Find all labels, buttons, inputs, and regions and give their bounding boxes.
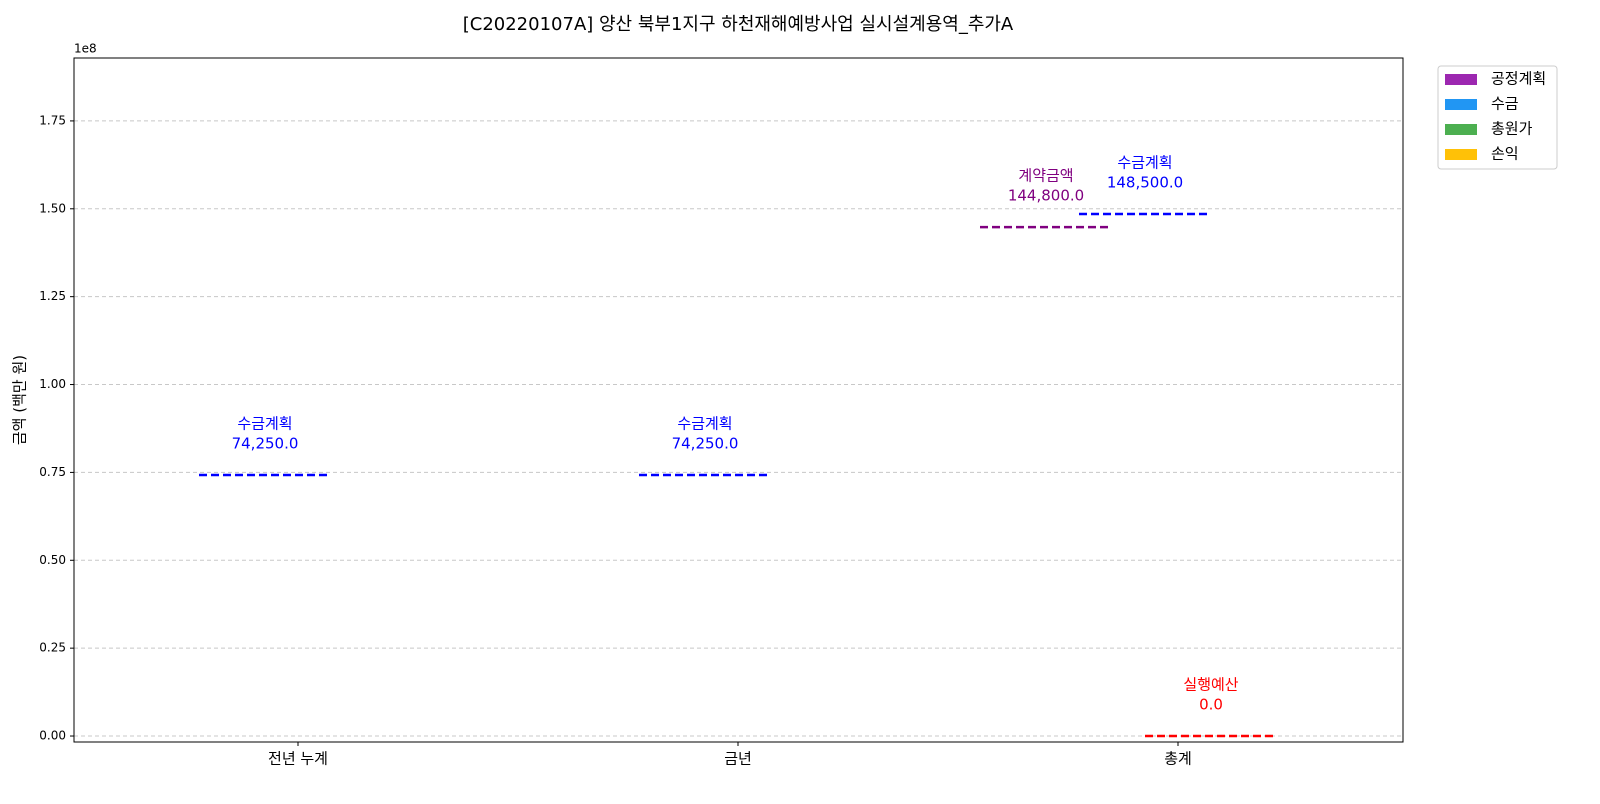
value-label: 144,800.0	[1008, 187, 1084, 205]
y-offset-text: 1e8	[74, 42, 97, 56]
value-label: 148,500.0	[1107, 174, 1183, 192]
y-tick-label: 0.75	[39, 465, 66, 479]
value-label: 74,250.0	[672, 435, 739, 453]
line-name: 계약금액	[1018, 167, 1073, 185]
y-tick-label: 1.25	[39, 289, 66, 303]
line-name: 수금계획	[237, 415, 292, 433]
y-tick-label: 0.00	[39, 729, 66, 743]
y-tick-label: 1.50	[39, 201, 66, 215]
x-tick-label: 금년	[724, 750, 752, 768]
legend-label: 총원가	[1491, 120, 1533, 138]
chart-title: [C20220107A] 양산 북부1지구 하천재해예방사업 실시설계용역_추가…	[463, 14, 1014, 35]
legend-label: 공정계획	[1491, 70, 1546, 88]
legend-swatch	[1445, 74, 1477, 85]
y-tick-label: 0.50	[39, 553, 66, 567]
legend-box	[1437, 65, 1558, 170]
legend-swatch	[1445, 124, 1477, 135]
value-label: 0.0	[1199, 696, 1223, 714]
plot-frame	[73, 57, 1404, 743]
line-name: 수금계획	[1117, 154, 1172, 172]
x-tick-label: 전년 누계	[268, 750, 328, 768]
y-tick-label: 1.75	[39, 113, 66, 127]
line-name: 수금계획	[677, 415, 732, 433]
legend-label: 손익	[1491, 145, 1519, 163]
legend-swatch	[1445, 149, 1477, 160]
y-axis-label: 금액 (백만 원)	[11, 355, 29, 445]
y-tick-label: 0.25	[39, 641, 66, 655]
legend-label: 수금	[1491, 95, 1519, 113]
y-tick-label: 1.00	[39, 377, 66, 391]
line-name: 실행예산	[1183, 676, 1238, 694]
value-label: 74,250.0	[232, 435, 299, 453]
legend-swatch	[1445, 99, 1477, 110]
x-tick-label: 총계	[1164, 750, 1192, 768]
